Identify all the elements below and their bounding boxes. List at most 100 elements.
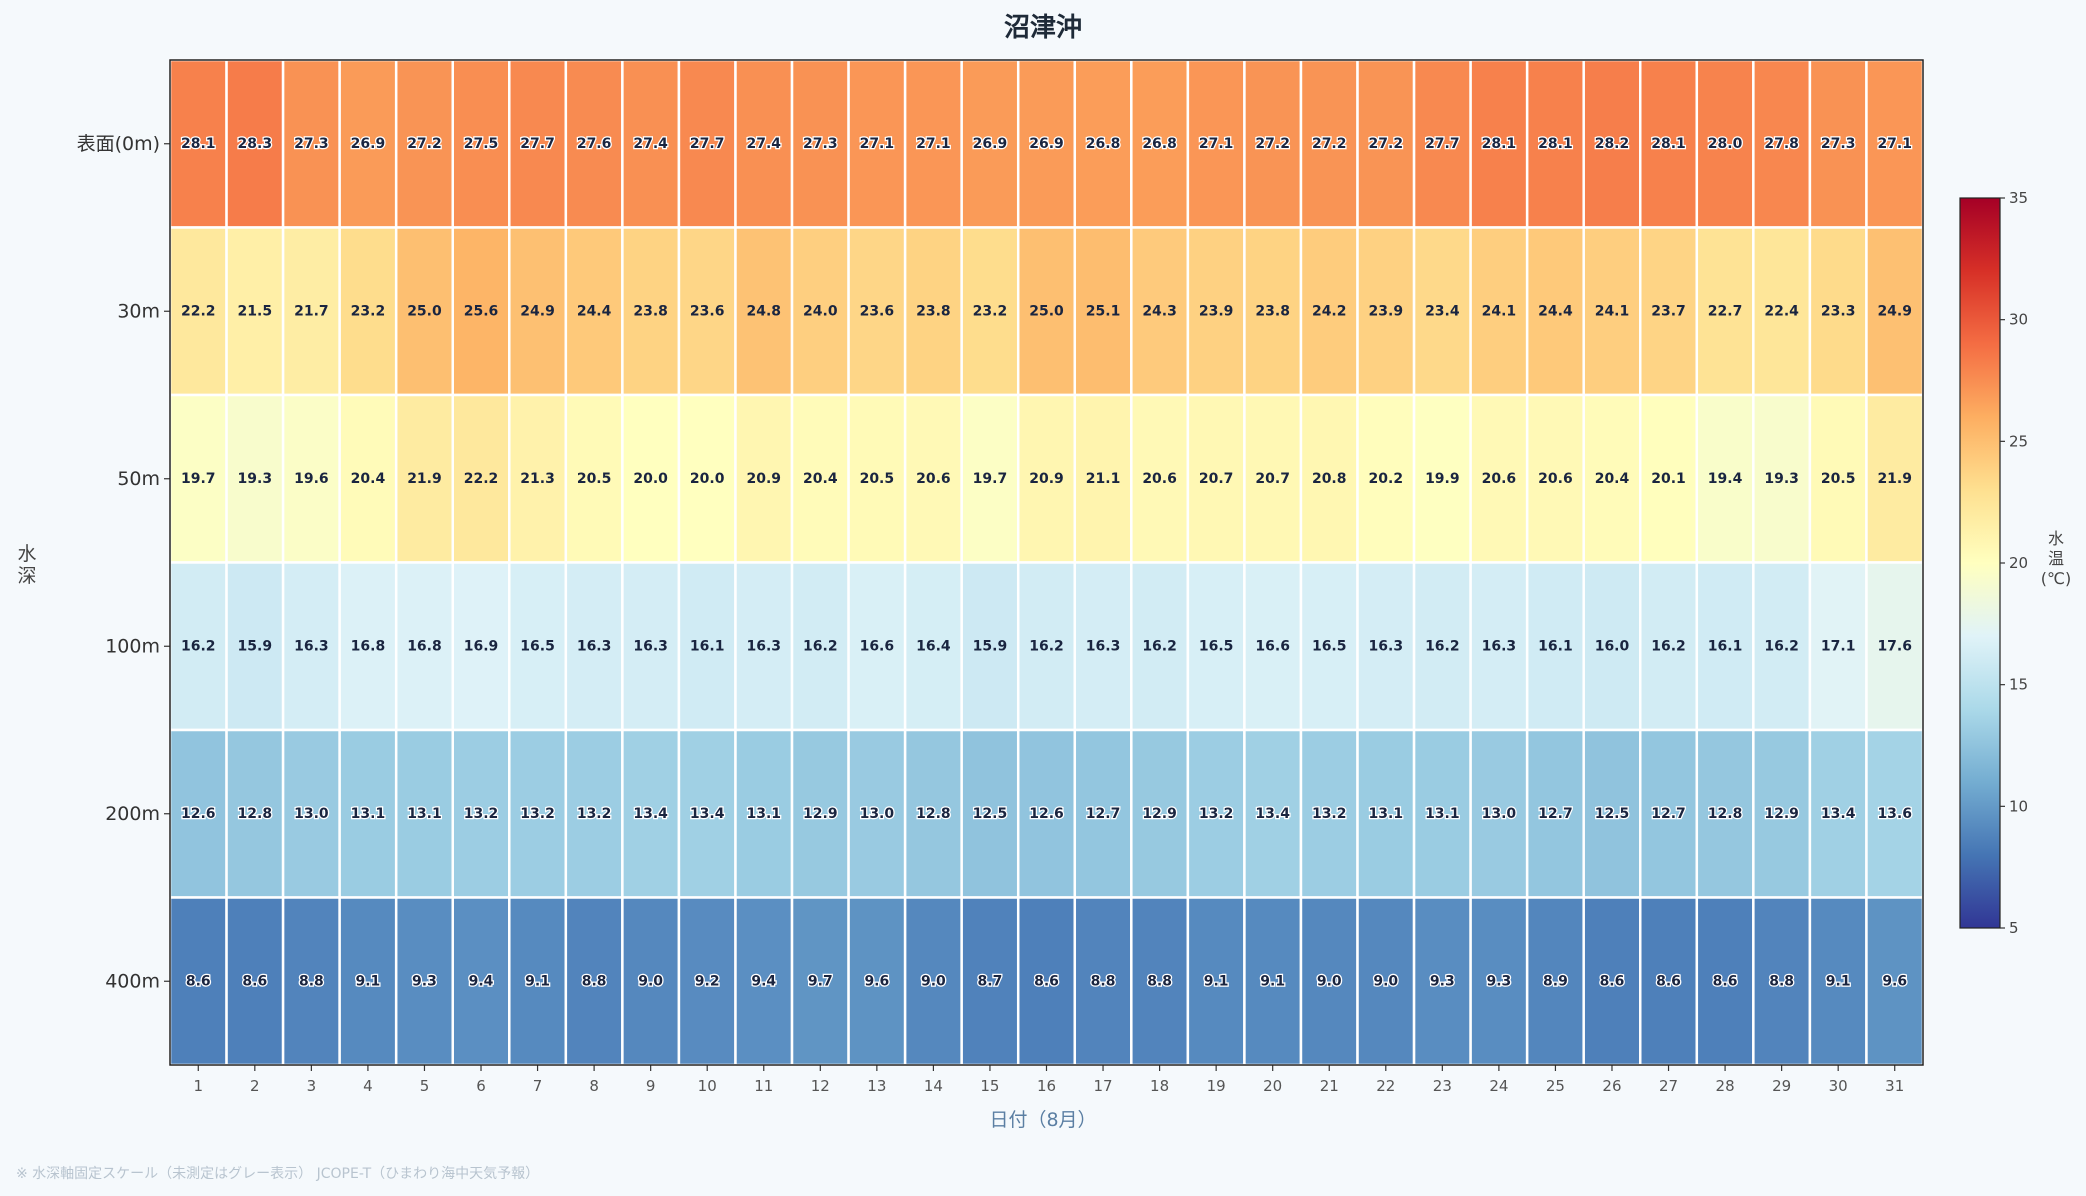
cell-value-label: 27.1	[860, 136, 895, 152]
x-tick-label: 13	[867, 1077, 886, 1095]
heatmap-cell	[790, 58, 850, 229]
cell-value-label: 16.2	[1425, 638, 1460, 654]
cell-value-label: 12.8	[238, 806, 273, 822]
cell-value-label: 9.2	[695, 973, 720, 989]
x-tick-label: 29	[1772, 1077, 1791, 1095]
cell-value-label: 9.1	[1826, 973, 1851, 989]
heatmap-cell	[1752, 58, 1812, 229]
cell-value-label: 23.2	[351, 303, 386, 319]
cell-value-label: 23.6	[690, 303, 725, 319]
colorbar-tick-label: 35	[2009, 189, 2028, 207]
cell-value-label: 8.6	[1600, 973, 1625, 989]
cell-value-label: 12.8	[916, 806, 951, 822]
cell-value-label: 23.4	[1425, 303, 1460, 319]
heatmap-cell	[1130, 226, 1190, 397]
heatmap-cells: 28.1 28.3 27.3 26.9 27.2 27.5 27.7 27.6 27.4 27.7…	[168, 58, 1925, 1067]
heatmap-cell	[1016, 58, 1077, 229]
cell-value-label: 16.6	[860, 638, 895, 654]
cell-value-label: 20.6	[1142, 471, 1177, 487]
heatmap-cell	[1299, 896, 1359, 1067]
cell-value-label: 16.2	[1764, 638, 1799, 654]
cell-value-label: 25.6	[464, 303, 499, 319]
cell-value-label: 26.9	[1029, 136, 1064, 152]
cell-value-label: 12.6	[1029, 806, 1064, 822]
x-tick-label: 19	[1207, 1077, 1226, 1095]
heatmap-cell	[1186, 728, 1246, 899]
heatmap-cell	[1639, 728, 1699, 899]
heatmap-cell	[1186, 561, 1246, 732]
cell-value-label: 19.4	[1708, 471, 1743, 487]
heatmap-cell	[1525, 728, 1585, 899]
heatmap-cell	[451, 226, 511, 397]
cell-value-label: 8.6	[1713, 973, 1738, 989]
heatmap-cell	[1525, 393, 1585, 564]
heatmap-cell	[1186, 58, 1246, 229]
heatmap-cell	[1412, 728, 1472, 899]
colorbar-gradient	[1959, 197, 2001, 929]
cell-value-label: 12.5	[1595, 806, 1630, 822]
cell-value-label: 21.3	[520, 471, 555, 487]
heatmap-cell	[394, 561, 454, 732]
cell-value-label: 27.8	[1764, 136, 1799, 152]
x-axis-label: 日付（8月）	[989, 1109, 1096, 1131]
cell-value-label: 12.7	[1651, 806, 1686, 822]
cell-value-label: 8.7	[978, 973, 1003, 989]
cell-value-label: 9.7	[808, 973, 833, 989]
cell-value-label: 12.9	[803, 806, 838, 822]
heatmap-cell	[1243, 393, 1303, 564]
cell-value-label: 24.9	[520, 303, 555, 319]
cell-value-label: 27.3	[1821, 136, 1856, 152]
cell-value-label: 8.8	[1091, 973, 1116, 989]
x-tick-label: 7	[533, 1077, 543, 1095]
cell-value-label: 27.2	[1369, 136, 1404, 152]
heatmap-cell	[734, 226, 794, 397]
cell-value-label: 28.1	[181, 136, 216, 152]
colorbar-label: 水温(℃)	[2041, 529, 2071, 588]
cell-value-label: 24.0	[803, 303, 838, 319]
cell-value-label: 28.2	[1595, 136, 1630, 152]
cell-value-label: 12.9	[1142, 806, 1177, 822]
cell-value-label: 8.8	[582, 973, 607, 989]
cell-value-label: 13.4	[633, 806, 668, 822]
cell-value-label: 13.2	[1312, 806, 1347, 822]
y-axis-label-text: 水深	[17, 543, 36, 587]
y-axis-label: 水深	[17, 543, 36, 587]
x-tick-label: 9	[646, 1077, 656, 1095]
cell-value-label: 17.6	[1877, 638, 1912, 654]
heatmap-cell	[1016, 393, 1077, 564]
cell-value-label: 23.6	[860, 303, 895, 319]
cell-value-label: 19.3	[1764, 471, 1799, 487]
heatmap-cell	[451, 393, 511, 564]
cell-value-label: 8.6	[186, 973, 211, 989]
x-tick-label: 8	[589, 1077, 599, 1095]
cell-value-label: 20.4	[1595, 471, 1630, 487]
cell-value-label: 15.9	[238, 638, 273, 654]
cell-value-label: 13.0	[1482, 806, 1517, 822]
heatmap-cell	[338, 393, 398, 564]
colorbar: 5 10 15 20 25 30 35 水温(℃)	[1959, 189, 2071, 937]
cell-value-label: 27.4	[746, 136, 781, 152]
cell-value-label: 22.2	[464, 471, 499, 487]
x-tick-label: 5	[420, 1077, 430, 1095]
cell-value-label: 20.8	[1312, 471, 1347, 487]
cell-value-label: 9.3	[1486, 973, 1511, 989]
cell-value-label: 27.3	[803, 136, 838, 152]
heatmap-cell	[281, 728, 341, 899]
heatmap-cell	[960, 393, 1020, 564]
y-tick-label: 表面(0m)	[77, 133, 160, 155]
heatmap-cell	[1752, 561, 1812, 732]
cell-value-label: 19.6	[294, 471, 329, 487]
cell-value-label: 26.9	[973, 136, 1008, 152]
heatmap-cell	[1130, 728, 1190, 899]
heatmap-cell	[1412, 393, 1472, 564]
x-tick-label: 17	[1094, 1077, 1113, 1095]
cell-value-label: 20.7	[1199, 471, 1234, 487]
cell-value-label: 16.8	[407, 638, 442, 654]
heatmap-cell	[1808, 561, 1868, 732]
colorbar-tick-label: 30	[2009, 311, 2028, 329]
heatmap-cell	[508, 728, 568, 899]
cell-value-label: 13.2	[577, 806, 612, 822]
y-tick-label: 30m	[117, 300, 160, 322]
cell-value-label: 13.1	[1425, 806, 1460, 822]
